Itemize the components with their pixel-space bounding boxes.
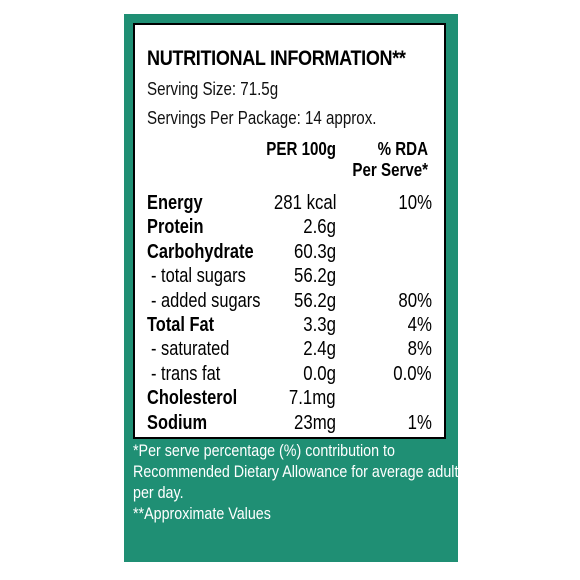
footnote-line: *Per serve percentage (%) contribution t…	[133, 441, 395, 460]
rda-percent-value: 8%	[407, 338, 432, 361]
rda-percent-value: 80%	[398, 289, 432, 312]
rda-percent-value: 10%	[398, 192, 432, 214]
per-100g-value: 281 kcal	[273, 192, 336, 214]
per-100g-value: 2.4g	[303, 338, 336, 361]
nutrient-row: Energy 281 kcal 10%	[135, 191, 444, 215]
footnote-line: per day.	[133, 483, 184, 502]
nutrient-row: Total Fat 3.3g 4%	[135, 313, 444, 337]
per-100g-value: 56.2g	[293, 265, 336, 288]
per-100g-value: 60.3g	[293, 240, 336, 263]
footnote-line: **Approximate Values	[133, 504, 271, 523]
label-title: NUTRITIONAL INFORMATION**	[147, 47, 406, 70]
nutrient-row: - added sugars 56.2g 80%	[135, 289, 444, 313]
nutrient-name: Carbohydrate	[147, 240, 254, 263]
per-100g-value: 0.0g	[303, 362, 336, 385]
nutrient-name: - total sugars	[151, 265, 246, 288]
nutrient-row: - trans fat 0.0g 0.0%	[135, 362, 444, 386]
nutrient-name: - added sugars	[151, 289, 261, 312]
nutrient-row: - total sugars 56.2g	[135, 264, 444, 288]
nutrient-row: Protein 2.6g	[135, 215, 444, 239]
nutrient-name: Cholesterol	[147, 387, 238, 410]
nutrient-row: Carbohydrate 60.3g	[135, 240, 444, 264]
column-header-per-100g: PER 100g	[266, 139, 336, 159]
nutrient-row: - saturated 2.4g 8%	[135, 337, 444, 361]
nutrient-row: Sodium 23mg 1%	[135, 411, 444, 435]
rda-percent-value: 0.0%	[393, 362, 432, 385]
footnote-line: Recommended Dietary Allowance for averag…	[133, 462, 459, 481]
nutrient-name: Energy	[147, 192, 203, 214]
rda-percent-value: 1%	[407, 411, 432, 434]
per-100g-value: 23mg	[293, 411, 336, 434]
per-100g-value: 56.2g	[293, 289, 336, 312]
rda-percent-value: 4%	[407, 314, 432, 336]
nutrition-panel: NUTRITIONAL INFORMATION** Serving Size: …	[124, 14, 458, 562]
nutrient-row: Cholesterol 7.1mg	[135, 386, 444, 410]
servings-per-package: Servings Per Package: 14 approx.	[147, 108, 377, 128]
per-100g-value: 2.6g	[303, 216, 336, 239]
nutrient-name: Sodium	[147, 411, 208, 434]
per-100g-value: 7.1mg	[289, 387, 336, 410]
column-header-rda-subtitle: Per Serve*	[352, 160, 428, 180]
nutrient-name: Total Fat	[147, 314, 215, 336]
column-header-rda: % RDA	[377, 139, 428, 159]
nutrition-facts-table: NUTRITIONAL INFORMATION** Serving Size: …	[133, 23, 446, 439]
nutrient-name: - trans fat	[151, 362, 221, 385]
serving-size: Serving Size: 71.5g	[147, 79, 279, 99]
nutrient-name: Protein	[147, 216, 204, 239]
per-100g-value: 3.3g	[303, 314, 336, 336]
nutrient-name: - saturated	[151, 338, 230, 361]
